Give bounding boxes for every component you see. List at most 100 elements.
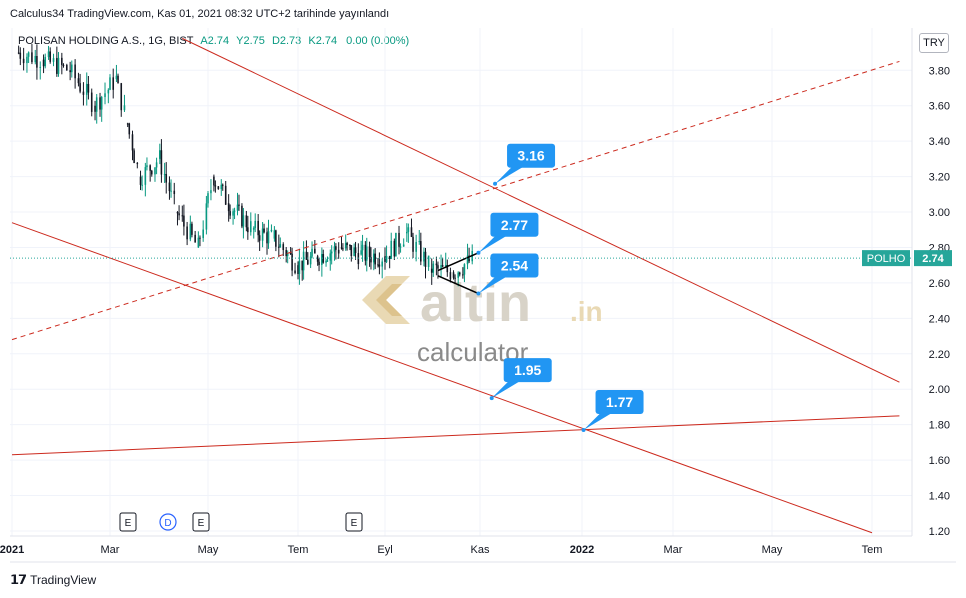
candle-body xyxy=(42,59,45,67)
candle-body xyxy=(49,51,52,62)
annotation-pointer xyxy=(478,275,509,294)
candle-body xyxy=(170,190,172,192)
ticker-symbol: POLHO xyxy=(867,253,906,265)
candle-body xyxy=(141,184,143,186)
candle-body xyxy=(418,241,421,243)
currency-button[interactable]: TRY xyxy=(919,33,949,53)
candle-body xyxy=(457,272,459,278)
candle-body xyxy=(224,185,227,205)
candle-body xyxy=(202,229,204,239)
candle-body xyxy=(278,246,280,248)
candle-body xyxy=(407,227,410,232)
candle-body xyxy=(52,58,55,62)
candle-body xyxy=(432,263,435,273)
candle-body xyxy=(144,167,147,185)
candle-body xyxy=(468,255,470,262)
candle-body xyxy=(316,256,319,262)
annotation-anchor xyxy=(581,427,586,432)
candle-body xyxy=(186,226,188,240)
y-tick-label: 1.80 xyxy=(929,420,950,432)
candle-body xyxy=(109,77,111,90)
trendline xyxy=(11,415,900,456)
candle-body xyxy=(44,57,47,67)
candle-body xyxy=(302,251,305,271)
candle-body xyxy=(410,227,413,237)
y-tick-label: 2.20 xyxy=(929,349,950,361)
candle-body xyxy=(70,64,73,73)
candle-body xyxy=(249,221,252,233)
symbol-name[interactable]: POLISAN HOLDING A.S., 1G, BIST xyxy=(18,35,194,47)
candle-body xyxy=(309,256,312,265)
candle-body xyxy=(181,215,184,217)
earnings-marker-icon xyxy=(119,512,137,532)
candle-body xyxy=(399,246,402,248)
candle-body xyxy=(378,264,381,267)
event-marker-label: E xyxy=(198,518,205,529)
candle-body xyxy=(291,253,293,271)
candle-body xyxy=(357,253,360,265)
footer: 𝟭𝟳 TradingView xyxy=(10,572,96,588)
candle-body xyxy=(346,243,348,245)
candle-body xyxy=(139,176,142,185)
candle-body xyxy=(155,162,158,168)
candle-body xyxy=(213,176,215,186)
x-tick-label: Eyl xyxy=(377,544,392,556)
triangle-lower xyxy=(437,275,479,295)
candle-body xyxy=(178,213,180,216)
candle-body xyxy=(466,255,469,265)
grid xyxy=(10,28,912,536)
candle-body xyxy=(350,245,353,257)
annotation-badge xyxy=(507,143,556,168)
x-tick-label: Mar xyxy=(664,544,683,556)
candle-body xyxy=(267,231,270,244)
trendlines xyxy=(10,37,912,534)
candle-body xyxy=(446,264,449,273)
candle-body xyxy=(285,250,287,256)
candle-body xyxy=(440,264,442,269)
candle-body xyxy=(318,261,320,265)
x-tick-label: 2021 xyxy=(0,544,24,556)
candle-body xyxy=(326,260,329,262)
candle-body xyxy=(90,92,93,112)
low-value: D2.73 xyxy=(271,35,302,47)
candle-body xyxy=(229,211,231,216)
candle-body xyxy=(34,56,37,63)
candle-body xyxy=(82,91,85,95)
candle-body xyxy=(232,211,234,216)
candle-body xyxy=(289,253,292,255)
candle-body xyxy=(344,243,347,249)
footer-brand[interactable]: TradingView xyxy=(30,573,97,587)
candle-body xyxy=(241,205,243,227)
candle-body xyxy=(26,56,28,64)
trendline xyxy=(11,60,900,341)
annotation-label: 3.16 xyxy=(517,148,544,164)
candle-body xyxy=(87,83,90,93)
tradingview-logo-icon: 𝟭𝟳 xyxy=(10,572,27,587)
candle-body xyxy=(197,237,200,248)
candle-body xyxy=(189,223,192,240)
candle-body xyxy=(282,244,285,251)
published-caption: Calculus34 TradingView.com, Kas 01, 2021… xyxy=(10,8,390,20)
candle-body xyxy=(159,150,161,159)
annotation-anchor xyxy=(476,250,481,255)
candle-body xyxy=(353,247,355,257)
candle-body xyxy=(165,174,168,183)
candle-body xyxy=(173,190,176,195)
annotation-badge xyxy=(490,253,539,278)
candle-body xyxy=(47,51,50,58)
candle-body xyxy=(57,57,60,74)
x-tick-label: May xyxy=(762,544,783,556)
candle-body xyxy=(242,215,245,227)
candle-body xyxy=(454,277,456,279)
candle-body xyxy=(104,93,106,98)
candle-body xyxy=(286,253,289,256)
y-tick-label: 2.80 xyxy=(929,242,950,254)
candle-body xyxy=(270,229,273,232)
earnings-marker-icon xyxy=(345,512,363,532)
y-tick-label: 3.20 xyxy=(929,172,950,184)
candle-body xyxy=(263,228,265,233)
candle-body xyxy=(305,251,308,260)
open-value: A2.74 xyxy=(200,35,230,47)
y-tick-label: 2.00 xyxy=(929,384,950,396)
